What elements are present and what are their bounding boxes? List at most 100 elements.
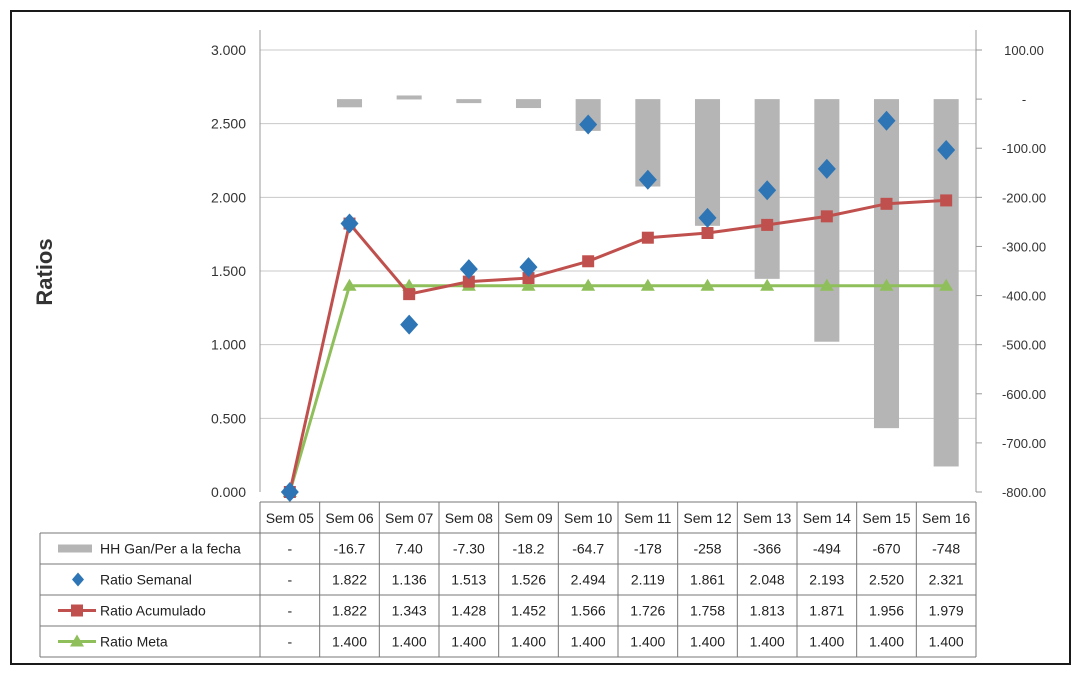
y2-tick-label: 100.00 <box>1004 43 1044 58</box>
data-table-value: 1.400 <box>809 634 844 650</box>
data-table-value: -670 <box>872 541 900 557</box>
point-ratio-semanal <box>817 158 836 179</box>
series-line-ratio-meta <box>288 284 947 493</box>
point-ratio-semanal <box>280 482 299 502</box>
bar <box>515 99 542 109</box>
point-ratio-acumulado <box>820 210 833 223</box>
legend-key-diamond <box>72 572 84 587</box>
point-ratio-meta <box>879 278 894 291</box>
y-tick-label: 2.000 <box>211 189 246 205</box>
data-table-value: 1.136 <box>392 572 427 588</box>
data-table-value: -178 <box>634 541 662 557</box>
data-table-value: 2.520 <box>869 572 904 588</box>
x-tick-label: Sem 09 <box>504 510 552 526</box>
data-table-value: 2.321 <box>929 572 964 588</box>
y-tick-label: 1.500 <box>211 263 246 279</box>
y2-tick-label: -600.00 <box>1002 387 1046 402</box>
point-ratio-semanal <box>877 110 896 131</box>
point-ratio-semanal <box>340 213 359 234</box>
point-ratio-acumulado <box>880 197 893 210</box>
y2-tick-label: -700.00 <box>1002 436 1046 451</box>
data-table-value: 1.400 <box>869 634 904 650</box>
data-table-value: 1.400 <box>929 634 964 650</box>
point-ratio-semanal <box>579 114 598 135</box>
y-tick-label: 0.000 <box>211 484 246 500</box>
data-table-value: -64.7 <box>572 541 604 557</box>
data-table-value: 1.813 <box>750 603 785 619</box>
y2-tick-label: -400.00 <box>1002 289 1046 304</box>
legend-label: Ratio Semanal <box>100 572 192 588</box>
y2-tick-label: -800.00 <box>1002 485 1046 500</box>
point-ratio-meta <box>640 278 655 291</box>
data-table-value: 1.726 <box>630 603 665 619</box>
legend-label: HH Gan/Per a la fecha <box>100 541 241 557</box>
data-table-value: 1.526 <box>511 572 546 588</box>
data-table-value: 1.871 <box>809 603 844 619</box>
legend-label: Ratio Meta <box>100 634 168 650</box>
y-tick-label: 1.000 <box>211 337 246 353</box>
point-ratio-acumulado <box>403 288 416 301</box>
data-table-value: 1.566 <box>571 603 606 619</box>
x-tick-label: Sem 08 <box>445 510 493 526</box>
y-tick-label: 3.000 <box>211 42 246 58</box>
x-tick-label: Sem 10 <box>564 510 612 526</box>
y2-tick-label: - <box>1022 92 1026 107</box>
x-tick-label: Sem 05 <box>266 510 314 526</box>
legend-key-square <box>71 604 83 617</box>
data-table-value: -258 <box>693 541 721 557</box>
data-table-value: 1.428 <box>451 603 486 619</box>
x-tick-label: Sem 15 <box>862 510 910 526</box>
data-table-value: - <box>287 541 292 557</box>
point-ratio-acumulado <box>641 231 654 244</box>
data-table-value: 1.822 <box>332 603 367 619</box>
point-ratio-semanal <box>638 169 657 190</box>
point-ratio-acumulado <box>761 218 774 231</box>
bar <box>873 99 900 429</box>
combo-chart: 0.000 0.500 1.000 1.500 2.000 2.500 3.000 100.0… <box>32 30 1046 658</box>
y2-tick-label: -200.00 <box>1002 190 1046 205</box>
point-ratio-meta <box>819 278 834 291</box>
bar <box>694 99 721 226</box>
point-ratio-semanal <box>459 259 478 280</box>
y-tick-label: 2.500 <box>211 116 246 132</box>
data-table-value: 1.822 <box>332 572 367 588</box>
point-ratio-meta <box>521 278 536 291</box>
data-table-value: - <box>287 572 292 588</box>
data-table-value: 1.400 <box>690 634 725 650</box>
data-table-value: 2.193 <box>809 572 844 588</box>
data-table-value: 1.513 <box>451 572 486 588</box>
data-table-value: 1.400 <box>392 634 427 650</box>
y2-tick-label: -300.00 <box>1002 239 1046 254</box>
x-tick-label: Sem 16 <box>922 510 970 526</box>
bar <box>396 95 422 100</box>
y2-tick-label: -500.00 <box>1002 338 1046 353</box>
data-table-value: -18.2 <box>513 541 545 557</box>
point-ratio-semanal <box>758 180 777 201</box>
point-ratio-meta <box>342 278 357 291</box>
y-axis-title: Ratios <box>32 238 57 305</box>
point-ratio-acumulado <box>701 226 714 239</box>
data-table-value: 1.758 <box>690 603 725 619</box>
data-table-value: 2.119 <box>631 572 665 588</box>
data-table-value: 2.048 <box>750 572 785 588</box>
bar <box>336 99 363 108</box>
point-ratio-acumulado <box>462 275 475 288</box>
point-ratio-acumulado <box>582 255 595 268</box>
data-table-value: 1.861 <box>690 572 725 588</box>
y-tick-label: 0.500 <box>211 410 246 426</box>
data-table-value: 7.40 <box>396 541 423 557</box>
data-table-value: -748 <box>932 541 960 557</box>
point-ratio-meta <box>760 278 775 291</box>
data-table-value: -366 <box>753 541 781 557</box>
legend-key-bar <box>58 544 92 553</box>
x-tick-label: Sem 12 <box>683 510 731 526</box>
data-table-value: 1.343 <box>392 603 427 619</box>
y2-tick-label: -100.00 <box>1002 141 1046 156</box>
data-table-value: - <box>287 603 292 619</box>
data-table-value: 1.979 <box>929 603 964 619</box>
data-table-value: -16.7 <box>334 541 366 557</box>
data-table-value: 1.400 <box>750 634 785 650</box>
point-ratio-semanal <box>400 314 419 335</box>
point-ratio-semanal <box>519 257 538 278</box>
data-table-value: 1.400 <box>630 634 665 650</box>
